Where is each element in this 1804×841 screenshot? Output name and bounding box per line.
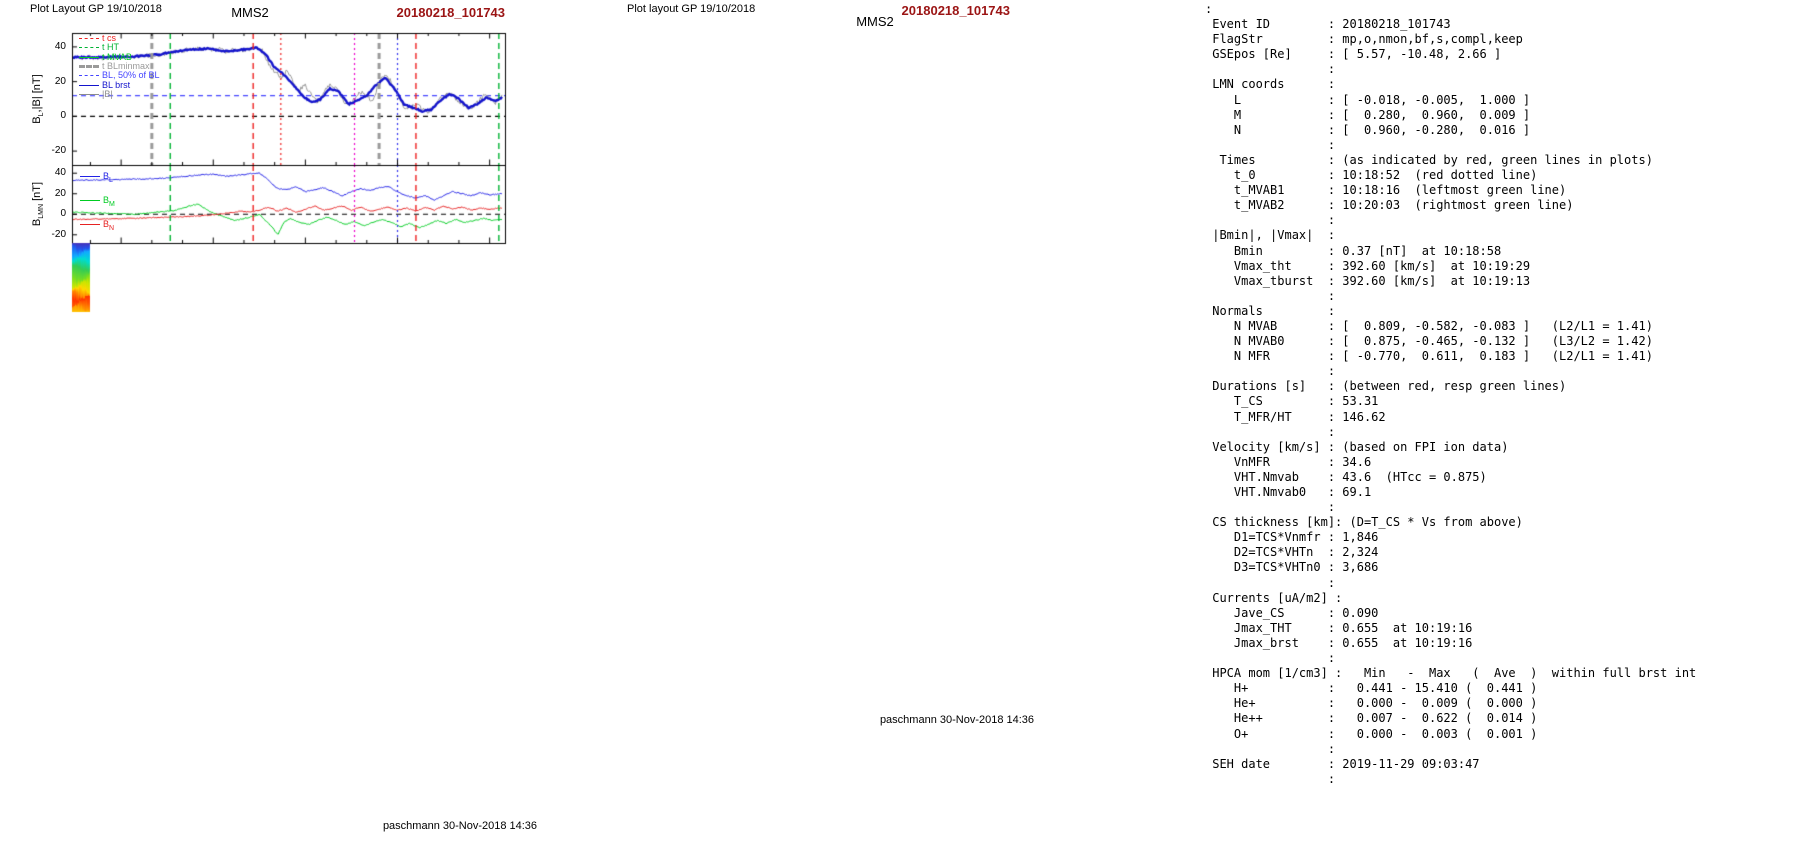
- legend-entry: t MVAB: [79, 52, 132, 62]
- legend-line-sample: [80, 176, 100, 178]
- mid-figure-layout-title: Plot layout GP 19/10/2018: [627, 3, 756, 15]
- tick-label: -20: [51, 145, 66, 157]
- legend-line-sample: [79, 65, 99, 69]
- tick-label: 0: [60, 208, 66, 220]
- legend-entry: t cs: [79, 34, 116, 43]
- legend-line-sample: [79, 84, 99, 86]
- left-figure-spacecraft-title: MMS2: [231, 5, 269, 20]
- legend-entry: BL: [80, 172, 113, 185]
- tick-label: 20: [54, 75, 66, 87]
- mid-figure-spacecraft-title: MMS2: [856, 14, 894, 29]
- y-axis-label: BL,|B| [nT]: [30, 74, 46, 124]
- mid-figure-footer: paschmann 30-Nov-2018 14:36: [879, 714, 1035, 726]
- legend-entry: t BLminmax: [79, 61, 150, 71]
- legend-entry: t HT: [79, 43, 119, 52]
- tick-label: 0: [60, 110, 66, 122]
- y-axis-label: BLMN [nT]: [30, 181, 46, 227]
- legend-line-sample: [79, 75, 99, 77]
- left-figure-event-id: 20180218_101743: [396, 5, 505, 20]
- legend-line-sample: [80, 200, 100, 202]
- legend-line-sample: [79, 93, 99, 95]
- legend-entry: BL brst: [79, 80, 130, 90]
- left-figure-footer: paschmann 30-Nov-2018 14:36: [382, 820, 538, 832]
- legend-entry: BM: [80, 196, 115, 209]
- legend-entry: BL, 50% of BL: [79, 71, 160, 80]
- legend-entry: |B|: [79, 89, 113, 99]
- event-info-panel: : Event ID : 20180218_101743 FlagStr : m…: [1205, 2, 1697, 786]
- tick-label: 40: [54, 167, 66, 179]
- legend-line-sample: [79, 38, 99, 40]
- tick-label: 40: [54, 40, 66, 52]
- legend-line-sample: [79, 47, 99, 49]
- mid-figure-event-id: 20180218_101743: [901, 3, 1010, 18]
- legend-entry: BN: [80, 220, 114, 233]
- left-figure-layout-title: Plot Layout GP 19/10/2018: [30, 3, 162, 15]
- tick-label: 20: [54, 187, 66, 199]
- tick-label: -20: [51, 228, 66, 240]
- legend-line-sample: [80, 224, 100, 226]
- legend-line-sample: [79, 56, 99, 58]
